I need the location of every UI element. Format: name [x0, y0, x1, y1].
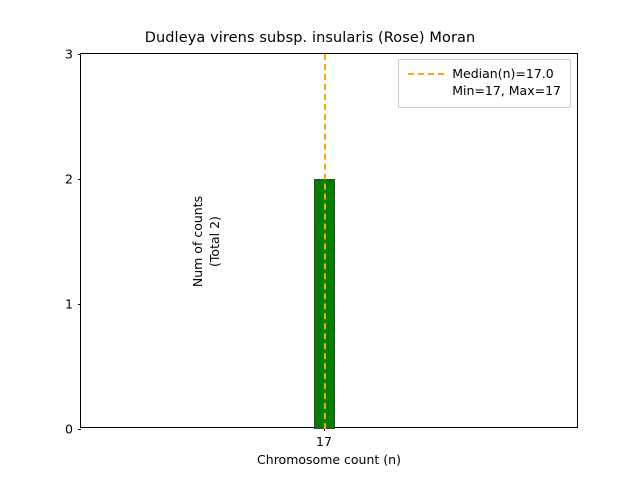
y-tick-mark-2	[77, 178, 81, 180]
y-tick-mark-1	[77, 303, 81, 305]
y-axis-label: Num of counts (Total 2)	[19, 54, 394, 429]
legend: Median(n)=17.0 Min=17, Max=17	[398, 59, 571, 108]
legend-dashed-line-icon	[408, 73, 445, 75]
y-tick-label-1: 1	[65, 296, 73, 312]
plot-area: Num of counts (Total 2) 0 1 2 3 17 Media…	[65, 47, 578, 449]
y-tick-label-2: 2	[65, 171, 73, 187]
y-tick-mark-0	[77, 428, 81, 430]
y-tick-mark-3	[77, 53, 81, 55]
legend-label-minmax: Min=17, Max=17	[452, 82, 561, 98]
y-tick-label-0: 0	[65, 421, 73, 437]
y-tick-label-3: 3	[65, 46, 73, 62]
legend-entry-median: Median(n)=17.0 Min=17, Max=17	[452, 66, 561, 100]
y-axis-label-line1: Num of counts	[189, 195, 205, 288]
legend-label-median: Median(n)=17.0	[452, 66, 554, 81]
x-axis-label: Chromosome count (n)	[257, 452, 401, 467]
y-axis-label-line2: (Total 2)	[206, 216, 222, 267]
median-line	[324, 54, 326, 429]
page-title: Dudleya virens subsp. insularis (Rose) M…	[144, 30, 476, 46]
x-tick-label-17: 17	[316, 434, 332, 449]
